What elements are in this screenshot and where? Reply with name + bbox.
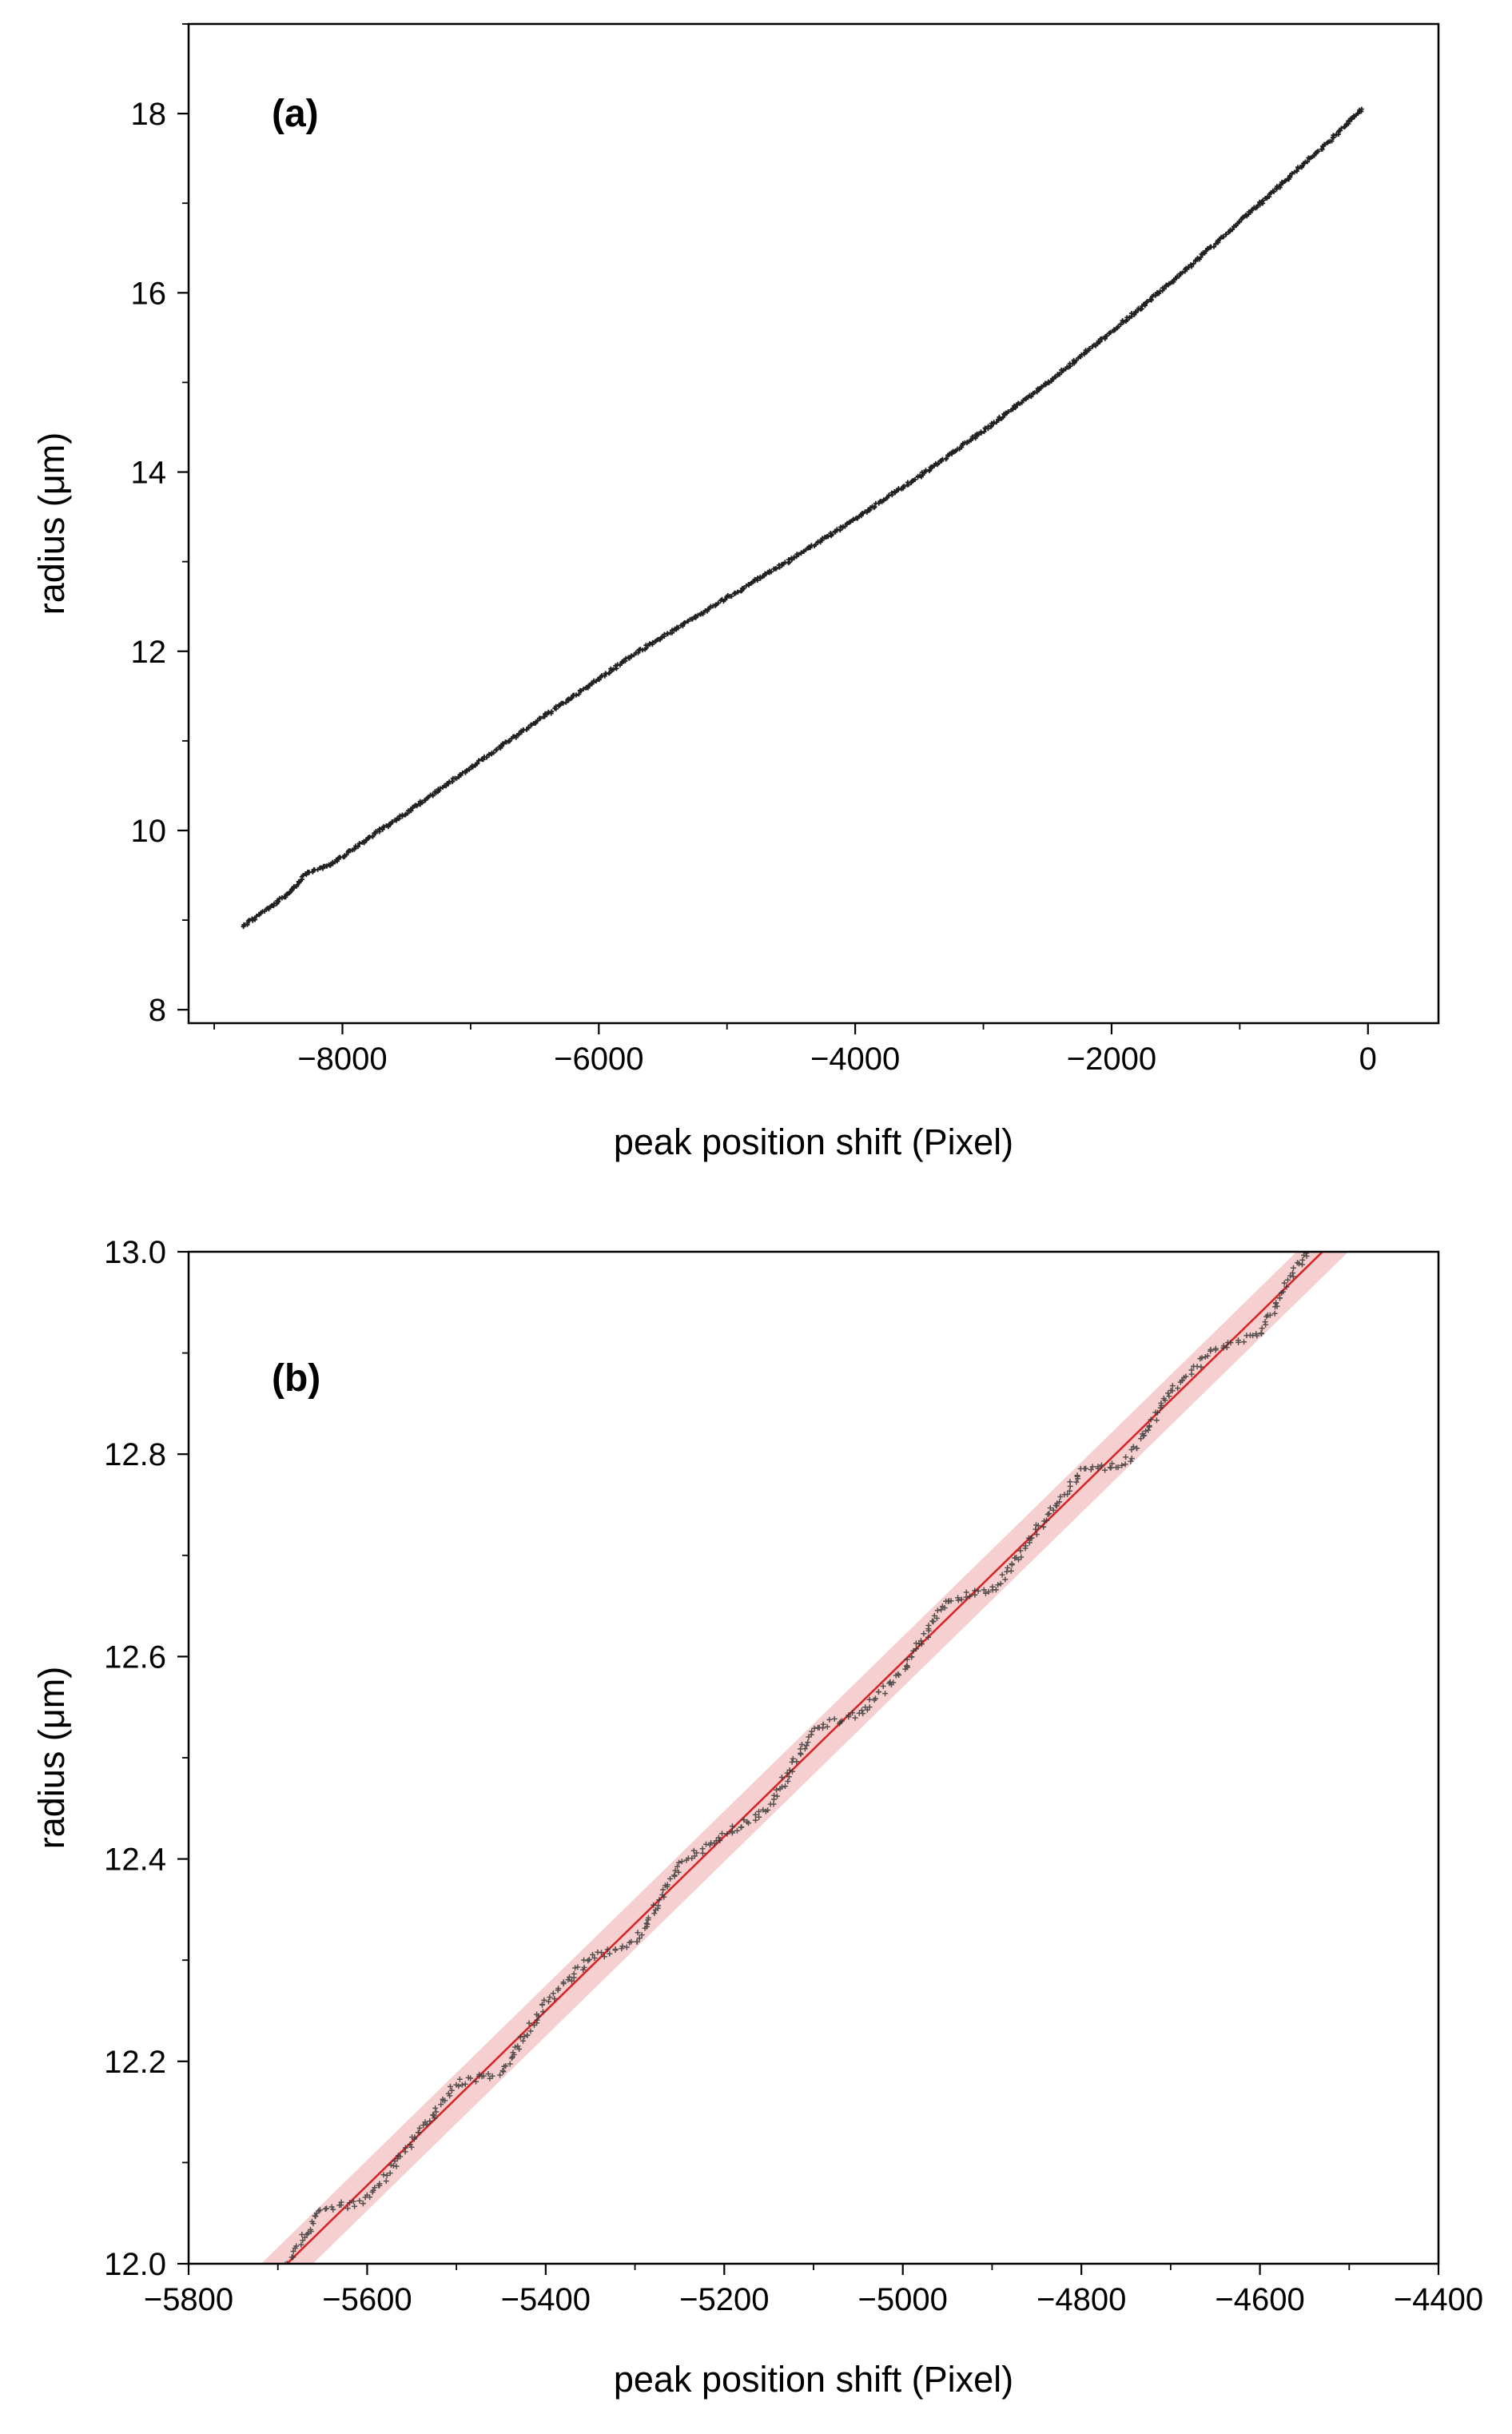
x-tick-label: −5800 <box>144 2282 233 2317</box>
x-tick-label: 0 <box>1359 1042 1377 1077</box>
y-tick-label: 8 <box>149 993 166 1028</box>
y-axis-label: radius (μm) <box>31 432 72 615</box>
plot-area-a <box>241 106 1364 930</box>
plot-area-b <box>261 1252 1349 2264</box>
x-tick-label: −2000 <box>1067 1042 1156 1077</box>
y-tick-label: 12 <box>131 635 167 670</box>
panel-letter-a: (a) <box>272 93 319 135</box>
x-tick-label: −4800 <box>1037 2282 1126 2317</box>
axes-a: −8000 −6000 −4000 −2000 0 8 10 12 14 16 18 <box>131 23 1377 1077</box>
x-tick-label: −5600 <box>322 2282 412 2317</box>
plot-frame <box>187 22 1440 1025</box>
y-tick-label: 16 <box>131 276 167 311</box>
y-tick-label: 12.2 <box>104 2045 166 2080</box>
y-tick-label: 14 <box>131 456 167 491</box>
x-tick-label: −6000 <box>554 1042 643 1077</box>
x-tick-label: −4400 <box>1394 2282 1483 2317</box>
y-tick-label: 10 <box>131 814 167 849</box>
y-tick-label: 13.0 <box>104 1235 166 1270</box>
y-tick-label: 18 <box>131 97 167 132</box>
scatter-series-a <box>241 106 1364 930</box>
panel-letter-b: (b) <box>272 1357 320 1400</box>
x-tick-label: −5200 <box>679 2282 769 2317</box>
panel-a: −8000 −6000 −4000 −2000 0 8 10 12 14 16 18 peak pos… <box>31 22 1440 1162</box>
scatter-series-b <box>284 1252 1315 2264</box>
y-tick-label: 12.8 <box>104 1437 166 1472</box>
y-tick-label: 12.0 <box>104 2247 166 2282</box>
panel-b: −5800 −5600 −5400 −5200 −5000 −4800 −4600 −4400… <box>0 1223 1512 2434</box>
x-tick-label: −4000 <box>810 1042 900 1077</box>
panel-a-chart: −8000 −6000 −4000 −2000 0 8 10 12 14 16 18 peak pos… <box>31 22 1440 1162</box>
x-tick-label: −8000 <box>297 1042 387 1077</box>
axes-b: −5800 −5600 −5400 −5200 −5000 −4800 −4600 −4400… <box>104 1235 1483 2317</box>
y-tick-label: 12.4 <box>104 1842 166 1878</box>
x-axis-label: peak position shift (Pixel) <box>614 1121 1013 1162</box>
panel-b-chart: −5800 −5600 −5400 −5200 −5000 −4800 −4600 −4400… <box>31 1235 1483 2400</box>
x-tick-label: −5000 <box>858 2282 948 2317</box>
y-axis-label: radius (μm) <box>31 1667 72 1849</box>
y-tick-label: 12.6 <box>104 1639 166 1675</box>
x-tick-label: −4600 <box>1215 2282 1304 2317</box>
x-axis-label: peak position shift (Pixel) <box>614 2359 1013 2400</box>
fit-confidence-band <box>261 1252 1349 2264</box>
x-tick-label: −5400 <box>501 2282 591 2317</box>
